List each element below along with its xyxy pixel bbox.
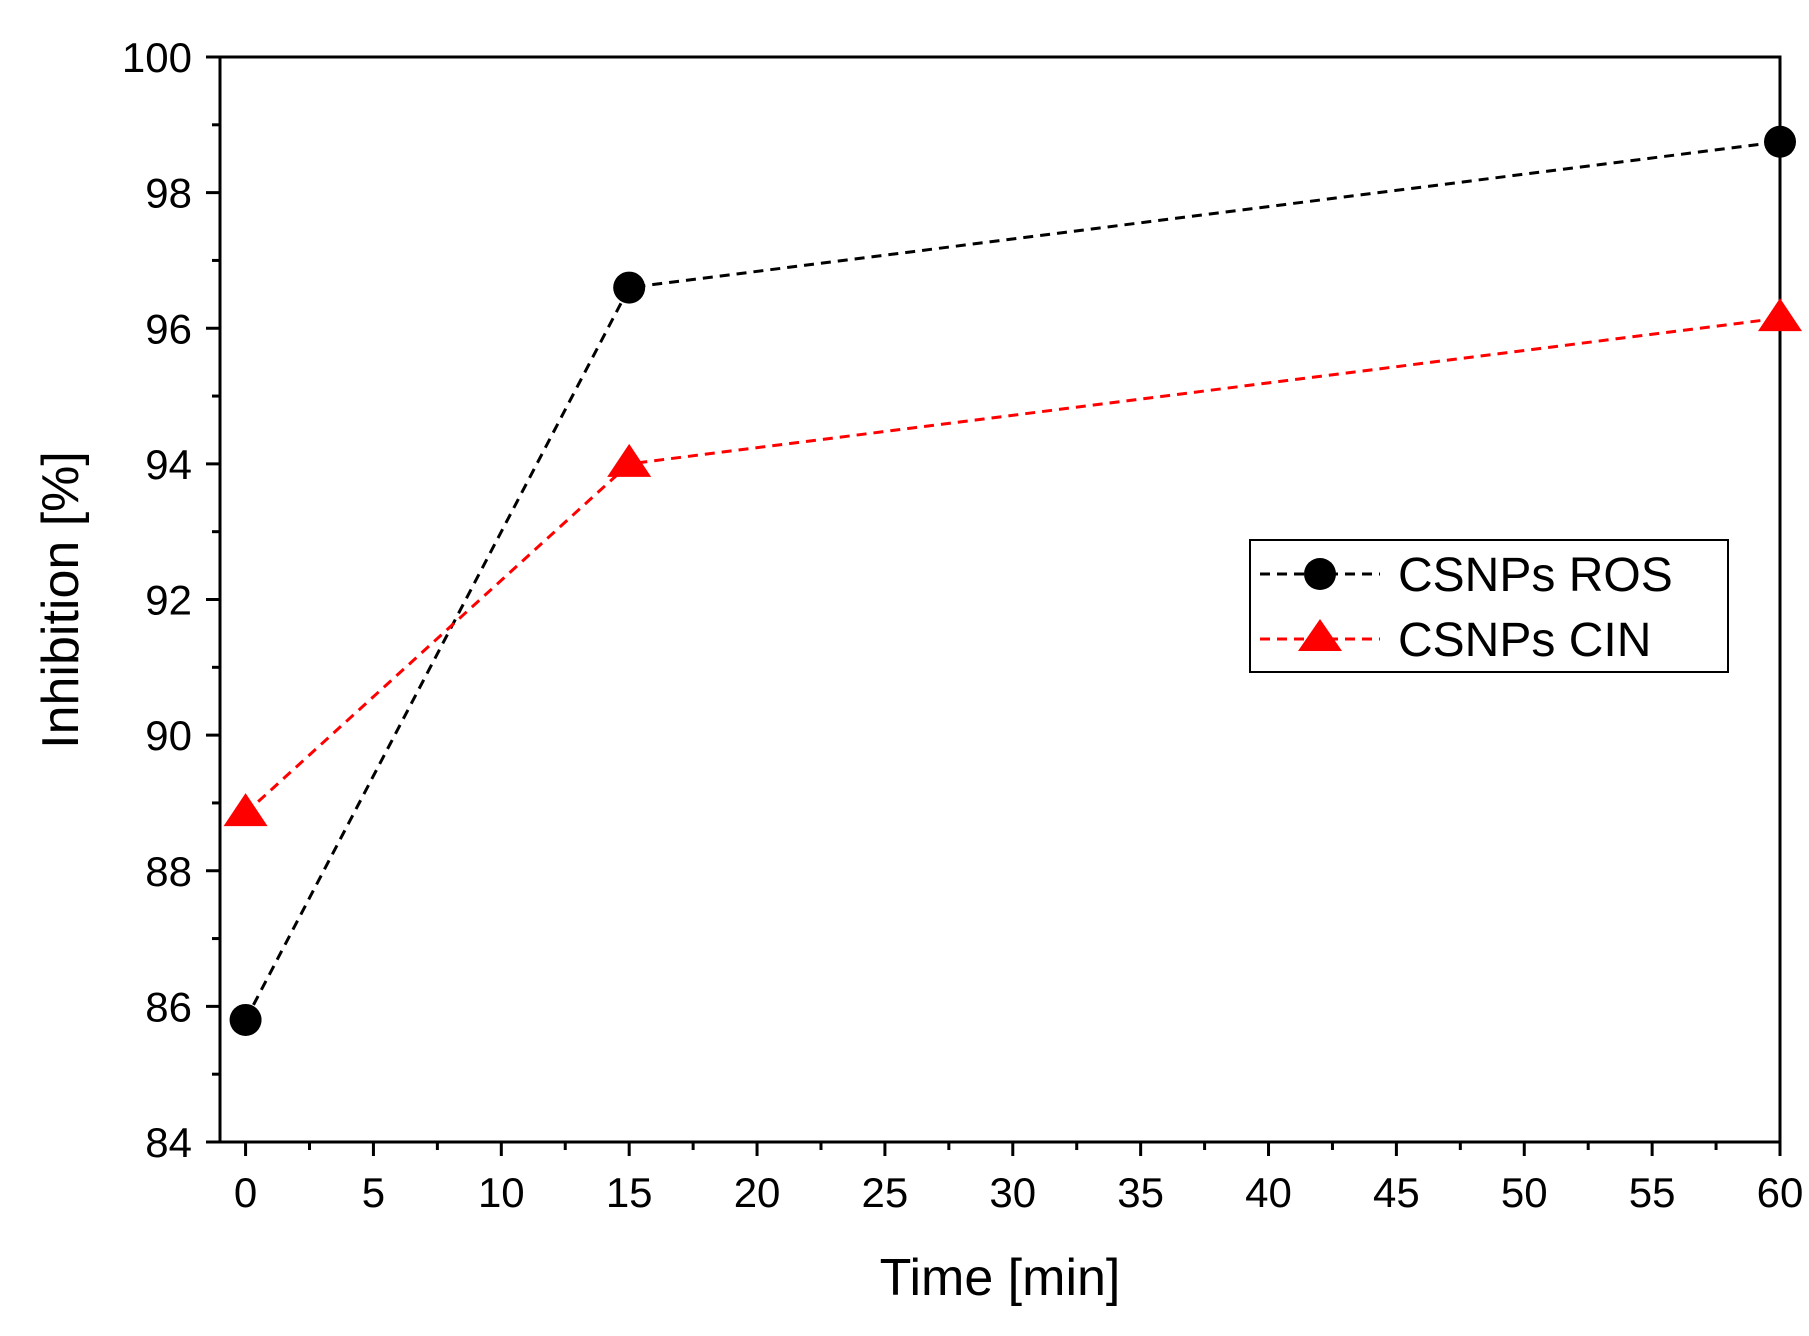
data-point-csnps-cin	[223, 793, 268, 827]
data-point-csnps-ros	[613, 271, 646, 304]
y-tick-label: 90	[145, 712, 192, 759]
x-tick-label: 20	[734, 1169, 781, 1216]
legend-label-ros: CSNPs ROS	[1398, 549, 1673, 602]
series-line-csnps-ros	[244, 140, 1781, 1021]
x-tick-label: 55	[1629, 1169, 1676, 1216]
x-tick-label: 10	[478, 1169, 525, 1216]
x-tick-label: 25	[862, 1169, 909, 1216]
data-point-csnps-cin	[1758, 298, 1802, 332]
x-axis: 0 5 10 15 20 25 30 35 40 45 50 55 60	[234, 1142, 1803, 1216]
x-tick-label: 15	[606, 1169, 653, 1216]
y-tick-label: 100	[122, 34, 192, 81]
data-point-csnps-ros	[229, 1003, 262, 1036]
y-tick-label: 94	[145, 441, 192, 488]
x-tick-label: 30	[989, 1169, 1036, 1216]
y-tick-label: 88	[145, 848, 192, 895]
x-tick-label: 45	[1373, 1169, 1420, 1216]
x-tick-label: 50	[1501, 1169, 1548, 1216]
x-axis-label: Time [min]	[880, 1249, 1121, 1307]
y-tick-label: 86	[145, 983, 192, 1030]
legend-label-cin: CSNPs CIN	[1398, 614, 1651, 667]
series-layer	[223, 125, 1802, 1036]
x-tick-label: 0	[234, 1169, 257, 1216]
data-point-csnps-cin	[607, 443, 652, 477]
y-axis: 84 86 88 90 92 94 96 98 100	[122, 34, 220, 1166]
y-axis-label: Inhibition [%]	[32, 451, 90, 749]
x-tick-label: 35	[1117, 1169, 1164, 1216]
x-tick-label: 5	[362, 1169, 385, 1216]
y-tick-label: 92	[145, 577, 192, 624]
x-tick-label: 60	[1757, 1169, 1804, 1216]
y-tick-label: 96	[145, 305, 192, 352]
y-tick-label: 84	[145, 1119, 192, 1166]
legend-marker-cin	[1298, 619, 1342, 651]
data-point-csnps-ros	[1764, 125, 1796, 158]
legend: CSNPs ROS CSNPs CIN	[1249, 539, 1729, 673]
x-tick-label: 40	[1245, 1169, 1292, 1216]
legend-marker-ros	[1304, 558, 1336, 590]
y-tick-label: 98	[145, 170, 192, 217]
